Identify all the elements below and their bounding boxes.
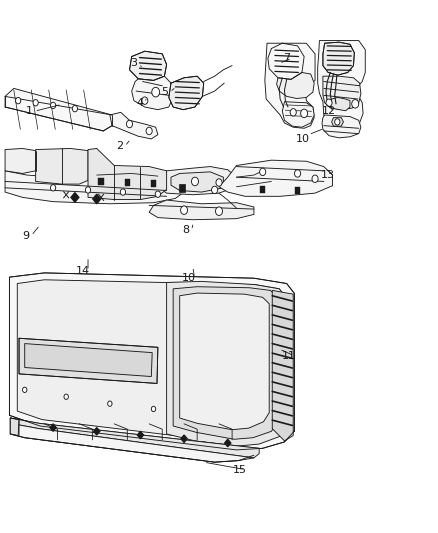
Circle shape [85, 187, 91, 193]
Polygon shape [323, 76, 361, 110]
Bar [151, 180, 156, 187]
Polygon shape [318, 41, 365, 130]
Circle shape [260, 168, 266, 175]
Circle shape [50, 102, 56, 109]
Polygon shape [19, 338, 158, 383]
Circle shape [72, 106, 78, 112]
Polygon shape [322, 115, 361, 138]
Polygon shape [283, 102, 314, 127]
Text: 4: 4 [136, 98, 143, 108]
Polygon shape [25, 344, 152, 376]
Circle shape [215, 207, 223, 215]
Bar [125, 179, 130, 185]
Polygon shape [11, 418, 259, 458]
Polygon shape [268, 43, 304, 79]
Polygon shape [5, 171, 184, 204]
Text: 7: 7 [283, 53, 290, 63]
Polygon shape [173, 287, 278, 439]
Polygon shape [171, 172, 223, 192]
Polygon shape [10, 273, 294, 450]
Circle shape [155, 191, 160, 197]
Bar [295, 187, 300, 193]
Circle shape [335, 119, 340, 125]
Text: 8: 8 [183, 225, 190, 236]
Polygon shape [130, 51, 166, 80]
Circle shape [50, 184, 56, 191]
Polygon shape [88, 149, 166, 199]
Bar [179, 184, 185, 191]
Text: 10: 10 [182, 273, 196, 283]
Circle shape [152, 87, 159, 97]
Polygon shape [5, 88, 112, 131]
Polygon shape [158, 166, 237, 195]
Circle shape [191, 177, 198, 185]
Polygon shape [35, 149, 88, 184]
Text: 11: 11 [282, 351, 296, 361]
Polygon shape [169, 76, 204, 110]
Circle shape [180, 206, 187, 214]
Circle shape [15, 98, 21, 104]
Circle shape [151, 406, 155, 411]
Text: 14: 14 [76, 266, 90, 276]
Text: 5: 5 [161, 87, 168, 97]
Text: 3: 3 [131, 59, 138, 68]
Circle shape [300, 109, 307, 118]
Text: 9: 9 [22, 231, 30, 241]
Circle shape [108, 401, 112, 406]
Polygon shape [219, 160, 332, 196]
Text: 15: 15 [233, 465, 247, 474]
Circle shape [142, 97, 148, 104]
Polygon shape [110, 112, 158, 139]
Circle shape [216, 179, 222, 186]
Bar [99, 178, 104, 184]
Polygon shape [149, 200, 254, 220]
Polygon shape [11, 418, 19, 435]
Circle shape [312, 175, 318, 182]
Circle shape [326, 99, 332, 107]
Circle shape [294, 169, 300, 177]
Circle shape [33, 100, 38, 106]
Polygon shape [11, 418, 259, 462]
Polygon shape [323, 42, 354, 75]
Polygon shape [332, 118, 343, 126]
Bar [260, 186, 265, 192]
Text: 10: 10 [296, 134, 310, 144]
Circle shape [352, 100, 359, 108]
Circle shape [120, 189, 126, 195]
Text: 2: 2 [116, 141, 123, 151]
Polygon shape [11, 423, 254, 462]
Circle shape [22, 387, 27, 392]
Polygon shape [166, 281, 287, 446]
Circle shape [212, 186, 218, 193]
Polygon shape [265, 43, 315, 128]
Polygon shape [132, 76, 173, 110]
Polygon shape [180, 293, 269, 430]
Circle shape [127, 120, 133, 128]
Text: 13: 13 [321, 170, 335, 180]
Circle shape [290, 109, 296, 116]
Polygon shape [17, 280, 287, 443]
Polygon shape [5, 149, 35, 173]
Polygon shape [272, 290, 293, 441]
Polygon shape [329, 98, 350, 111]
Text: 12: 12 [322, 106, 336, 116]
Circle shape [146, 127, 152, 135]
Polygon shape [277, 72, 314, 99]
Circle shape [64, 394, 68, 399]
Text: 1: 1 [25, 106, 32, 116]
